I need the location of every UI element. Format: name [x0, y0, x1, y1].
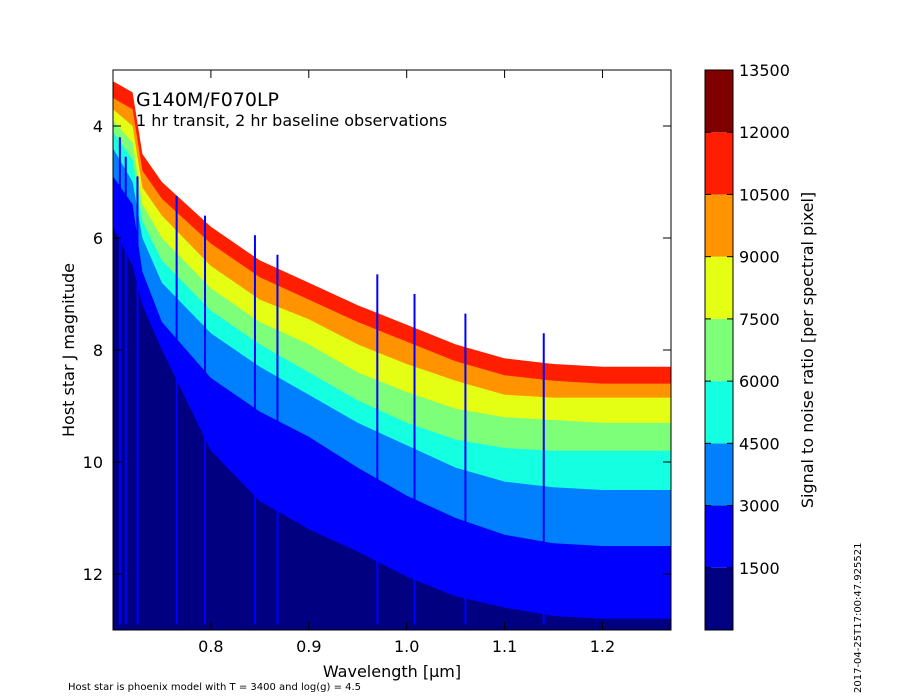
colorbar-segment	[705, 443, 733, 506]
x-axis-label: Wavelength [μm]	[323, 662, 461, 681]
x-tick-label: 1.1	[492, 637, 517, 656]
colorbar-segment	[705, 381, 733, 444]
colorbar-segment	[705, 567, 733, 630]
chart-title: G140M/F070LP	[136, 89, 279, 111]
colorbar-segment	[705, 256, 733, 319]
colorbar-segment	[705, 70, 733, 133]
x-axis-ticks: 0.8 0.9 1.0 1.1 1.2	[198, 70, 615, 656]
colorbar-tick-label: 3000	[739, 497, 780, 516]
colorbar-tick-label: 7500	[739, 310, 780, 329]
y-tick-label: 6	[93, 229, 103, 248]
y-tick-label: 8	[93, 341, 103, 360]
colorbar	[705, 70, 733, 630]
colorbar-segment	[705, 132, 733, 195]
x-tick-label: 1.2	[590, 637, 615, 656]
x-tick-label: 1.0	[394, 637, 419, 656]
colorbar-tick-label: 6000	[739, 372, 780, 391]
chart-subtitle: 1 hr transit, 2 hr baseline observations	[136, 111, 447, 130]
y-tick-label: 4	[93, 117, 103, 136]
y-axis-ticks: 4 6 8 10 12	[83, 117, 671, 584]
x-tick-label: 0.8	[198, 637, 223, 656]
colorbar-segment	[705, 318, 733, 382]
colorbar-tick-label: 12000	[739, 123, 790, 142]
colorbar-tick-label: 9000	[739, 248, 780, 267]
y-axis-label: Host star J magnitude	[59, 263, 78, 437]
no-data-region	[113, 70, 671, 367]
footnote: Host star is phoenix model with T = 3400…	[68, 682, 362, 693]
y-tick-label: 12	[83, 565, 103, 584]
timestamp: 2017-04-25T17:00:47.925521	[853, 542, 864, 694]
colorbar-tick-label: 13500	[739, 61, 790, 80]
colorbar-label: Signal to noise ratio [per spectral pixe…	[798, 192, 817, 508]
y-tick-label: 10	[83, 453, 103, 472]
colorbar-tick-label: 10500	[739, 185, 790, 204]
colorbar-segment	[705, 194, 733, 257]
colorbar-tick-label: 1500	[739, 559, 780, 578]
colorbar-segment	[705, 505, 733, 568]
x-tick-label: 0.9	[296, 637, 321, 656]
colorbar-ticks: 1500 3000 4500 6000 7500 9000 10500 12000 13500	[705, 61, 790, 578]
colorbar-frame	[704, 69, 734, 631]
colorbar-tick-label: 4500	[739, 434, 780, 453]
contour-bands	[113, 70, 671, 625]
